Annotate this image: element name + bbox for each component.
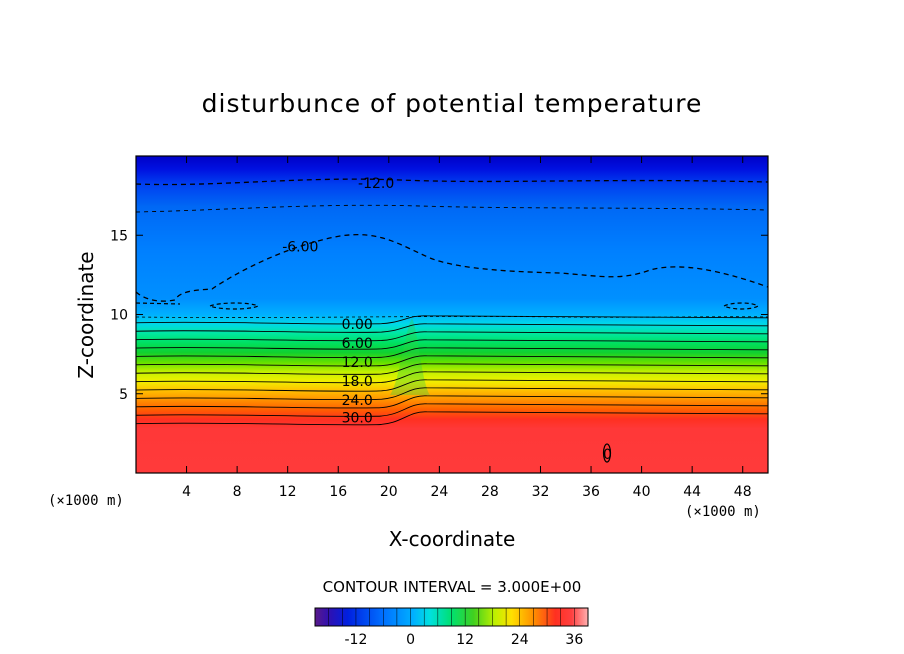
colorbar-tick-label: 0 — [406, 632, 415, 648]
y-axis-label: Z-coordinate — [74, 251, 98, 378]
contour-interval-label: CONTOUR INTERVAL = 3.000E+00 — [323, 578, 582, 596]
contour-label: 0.00 — [342, 317, 373, 333]
x-axis: 4 8 12 16 20 24 28 32 36 40 44 48 — [182, 156, 752, 500]
x-tick-label: 32 — [532, 484, 550, 500]
field-fill — [136, 156, 768, 473]
field-bump — [390, 318, 430, 395]
x-axis-label: X-coordinate — [389, 527, 516, 551]
x-tick-label: 20 — [380, 484, 398, 500]
x-tick-label: 40 — [633, 484, 651, 500]
x-tick-label: 48 — [734, 484, 752, 500]
colorbar-ticks: -12 0 12 24 36 — [345, 632, 584, 648]
x-tick-label: 12 — [279, 484, 297, 500]
contour-label: 6.00 — [342, 336, 373, 352]
contour-label: 0 — [603, 447, 612, 463]
x-unit-left: (×1000 m) — [48, 493, 124, 509]
colorbar-segments — [328, 608, 575, 626]
x-tick-label: 4 — [182, 484, 191, 500]
x-tick-label: 24 — [430, 484, 448, 500]
x-tick-label: 8 — [233, 484, 242, 500]
contour-neg-6-islands — [136, 302, 760, 310]
contour-neg-6 — [136, 234, 768, 302]
contour-label: -6.00 — [282, 239, 318, 255]
x-tick-label: 16 — [329, 484, 347, 500]
y-tick-label: 15 — [110, 228, 128, 244]
y-tick-label: 5 — [119, 387, 128, 403]
contour-neg-12 — [136, 178, 768, 186]
contour-label: 30.0 — [342, 411, 373, 427]
chart-title: disturbunce of potential temperature — [202, 89, 703, 118]
y-axis: 5 10 15 — [110, 228, 768, 403]
y-tick-label: 10 — [110, 308, 128, 324]
contour-label: 18.0 — [342, 374, 373, 390]
colorbar-tick-label: 12 — [456, 632, 474, 648]
contour-neg-9 — [136, 204, 768, 213]
x-tick-label: 28 — [481, 484, 499, 500]
contour-label: 12.0 — [342, 355, 373, 371]
colorbar-tick-label: -12 — [345, 632, 368, 648]
contour-label: -12.0 — [358, 176, 394, 192]
contour-labels: -12.0 -6.00 0.00 6.00 12.0 18.0 24.0 30.0 0 — [282, 176, 612, 463]
colorbar-tick-label: 24 — [511, 632, 529, 648]
x-unit-right: (×1000 m) — [685, 504, 761, 520]
contour-label: 24.0 — [342, 393, 373, 409]
x-tick-label: 36 — [582, 484, 600, 500]
colorbar-tick-label: 36 — [565, 632, 583, 648]
contour-zero-loop — [602, 443, 612, 463]
x-tick-label: 44 — [683, 484, 701, 500]
plot-area — [136, 156, 768, 473]
